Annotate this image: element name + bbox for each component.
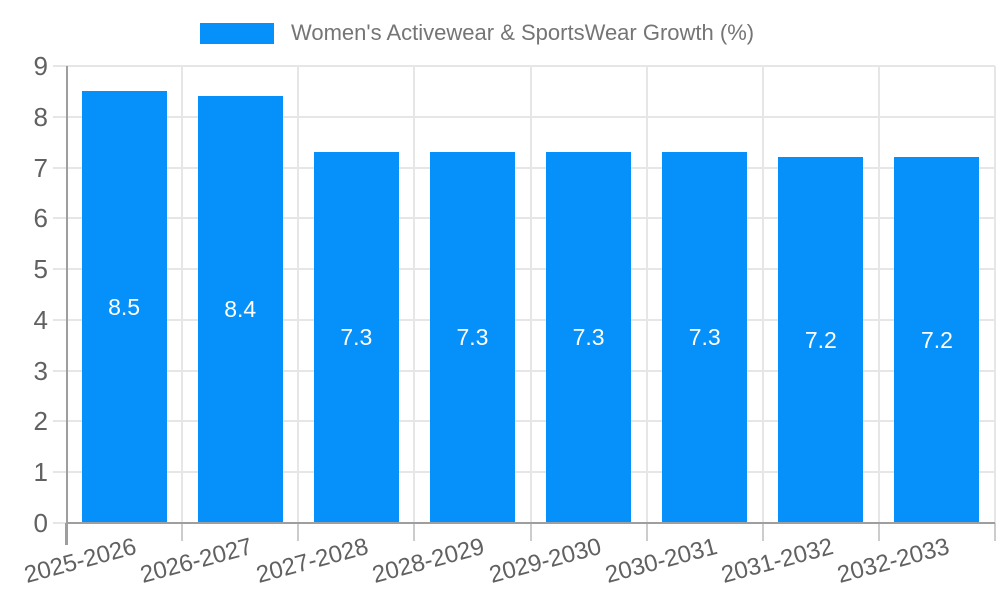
y-axis-tick (53, 369, 66, 372)
bar[interactable]: 7.2 (778, 157, 864, 523)
bar[interactable]: 8.5 (81, 91, 167, 523)
y-tick-label: 3 (33, 355, 48, 386)
legend-swatch (200, 22, 274, 44)
y-axis-tick (53, 522, 66, 524)
y-tick-label: 0 (33, 508, 48, 538)
y-axis-tick (53, 268, 66, 271)
x-axis-tick (181, 523, 184, 541)
gridline-vertical (297, 66, 300, 523)
y-tick-label: 6 (33, 203, 48, 234)
legend: Women's Activewear & SportsWear Growth (… (200, 14, 754, 52)
x-axis-tick (529, 523, 532, 541)
y-tick-label: 9 (33, 51, 48, 81)
gridline-vertical (645, 66, 648, 523)
y-tick-label: 8 (33, 101, 48, 132)
y-tick-label: 7 (33, 152, 48, 183)
y-axis-line (66, 66, 68, 545)
y-axis-tick (53, 420, 66, 423)
bar-value-label: 7.3 (572, 324, 605, 351)
gridline-vertical (994, 66, 996, 523)
bar[interactable]: 7.2 (894, 157, 980, 523)
bar[interactable]: 7.3 (313, 152, 399, 523)
x-axis-tick (877, 523, 880, 541)
bar-value-label: 8.4 (224, 296, 257, 323)
gridline-vertical (877, 66, 880, 523)
gridline-vertical (181, 66, 184, 523)
bar-value-label: 8.5 (108, 293, 141, 320)
y-tick-label: 2 (33, 406, 48, 437)
x-axis-tick (297, 523, 300, 541)
gridline-vertical (761, 66, 764, 523)
x-axis-tick (994, 523, 996, 541)
y-axis-tick (53, 217, 66, 220)
bar-value-label: 7.2 (920, 326, 953, 353)
bar-value-label: 7.3 (456, 324, 489, 351)
y-axis-tick (53, 318, 66, 321)
x-axis-line (66, 522, 995, 524)
y-tick-label: 1 (33, 457, 48, 488)
bar-value-label: 7.2 (804, 326, 837, 353)
bar[interactable]: 7.3 (546, 152, 632, 523)
legend-title: Women's Activewear & SportsWear Growth (… (291, 20, 755, 45)
bar-value-label: 7.3 (688, 324, 721, 351)
bar[interactable]: 7.3 (662, 152, 748, 523)
y-tick-label: 4 (33, 304, 48, 335)
x-axis-tick (413, 523, 416, 541)
bar-value-label: 7.3 (340, 324, 373, 351)
y-tick-label: 5 (33, 254, 48, 285)
y-axis-tick (53, 115, 66, 118)
y-axis-tick (53, 65, 66, 67)
y-axis-tick (53, 471, 66, 474)
x-axis-tick (761, 523, 764, 541)
bar[interactable]: 8.4 (197, 96, 283, 523)
bar[interactable]: 7.3 (429, 152, 515, 523)
gridline-vertical (413, 66, 416, 523)
gridline-vertical (529, 66, 532, 523)
x-axis-tick (645, 523, 648, 541)
y-axis-tick (53, 166, 66, 169)
